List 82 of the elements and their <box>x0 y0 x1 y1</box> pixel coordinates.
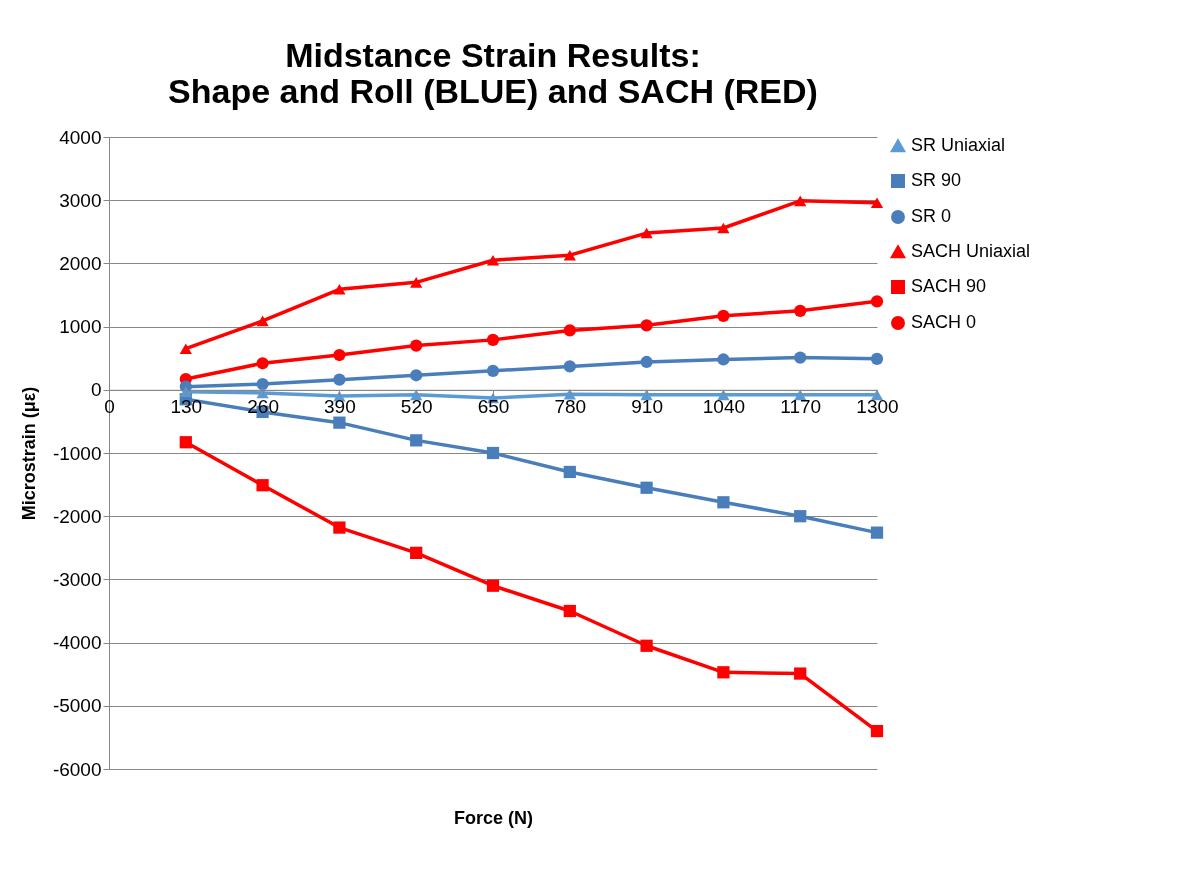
point <box>486 333 500 346</box>
point <box>717 222 730 234</box>
x-tick-label: 910 <box>631 396 663 418</box>
legend-label: SR 90 <box>911 170 962 190</box>
point <box>486 579 500 592</box>
point <box>486 254 500 266</box>
point <box>640 319 653 332</box>
point <box>640 389 653 401</box>
point <box>794 389 807 401</box>
x-tick-label: 390 <box>324 396 356 418</box>
y-tick-label: -6000 <box>52 758 102 780</box>
y-tick-label: 4000 <box>59 126 102 148</box>
point <box>794 667 807 680</box>
legend-label: SACH 90 <box>911 276 987 296</box>
point <box>794 351 807 364</box>
point <box>640 227 653 239</box>
point <box>563 604 576 618</box>
x-axis-title: Force (N) <box>453 807 534 828</box>
point <box>563 249 576 261</box>
point <box>717 666 730 679</box>
x-tick-label: 1300 <box>856 396 899 418</box>
y-tick-label: 1000 <box>59 316 102 338</box>
point <box>256 357 269 370</box>
point <box>717 353 730 366</box>
point <box>794 304 807 317</box>
legend-label: SACH Uniaxial <box>911 241 1031 261</box>
point <box>256 315 269 327</box>
point <box>410 434 423 447</box>
text: Midstance Strain Results: <box>285 36 701 74</box>
point <box>640 355 653 369</box>
x-tick-label: 1040 <box>702 396 746 418</box>
legend-label: SR Uniaxial <box>911 135 1006 155</box>
point <box>794 195 807 207</box>
y-tick-label: 0 <box>90 379 102 401</box>
point <box>333 416 346 429</box>
point <box>410 277 423 288</box>
point <box>333 284 346 295</box>
y-tick-label: -3000 <box>52 568 102 590</box>
point <box>410 339 423 352</box>
point <box>870 526 884 539</box>
point <box>486 446 500 460</box>
y-tick-label: -2000 <box>52 505 102 527</box>
point <box>717 496 730 509</box>
point <box>870 389 884 401</box>
legend-label: SR 0 <box>911 206 952 226</box>
point <box>870 724 884 738</box>
point <box>717 389 730 401</box>
point <box>794 510 807 523</box>
point <box>870 295 884 308</box>
text: Shape and Roll (BLUE) and SACH (RED) <box>168 72 818 110</box>
point <box>333 373 346 386</box>
point <box>410 389 423 401</box>
y-tick-label: -4000 <box>52 632 102 654</box>
point <box>410 546 423 559</box>
point <box>640 481 653 494</box>
y-tick-label: 2000 <box>59 252 102 274</box>
point <box>333 521 346 534</box>
point <box>563 388 576 400</box>
point <box>717 309 730 322</box>
x-tick-label: 130 <box>170 396 203 418</box>
y-axis-title: Microstrain (με) <box>18 386 39 521</box>
point <box>333 348 346 362</box>
point <box>870 197 884 209</box>
point <box>563 324 576 337</box>
point <box>256 479 269 492</box>
point <box>870 352 884 365</box>
x-tick-label: 1170 <box>780 396 822 418</box>
y-tick-label: -1000 <box>52 442 102 464</box>
point <box>640 639 653 652</box>
x-tick-label: 650 <box>477 396 510 418</box>
point <box>563 360 576 373</box>
point <box>179 343 192 355</box>
y-tick-label: -5000 <box>52 695 102 717</box>
point <box>256 378 269 391</box>
point <box>563 465 576 479</box>
y-tick-label: 3000 <box>59 189 102 211</box>
x-tick-label: 780 <box>554 396 587 418</box>
x-tick-label: 520 <box>400 396 433 418</box>
point <box>486 364 500 377</box>
legend-label: SACH 0 <box>911 312 977 332</box>
point <box>410 369 423 382</box>
point <box>179 436 192 449</box>
